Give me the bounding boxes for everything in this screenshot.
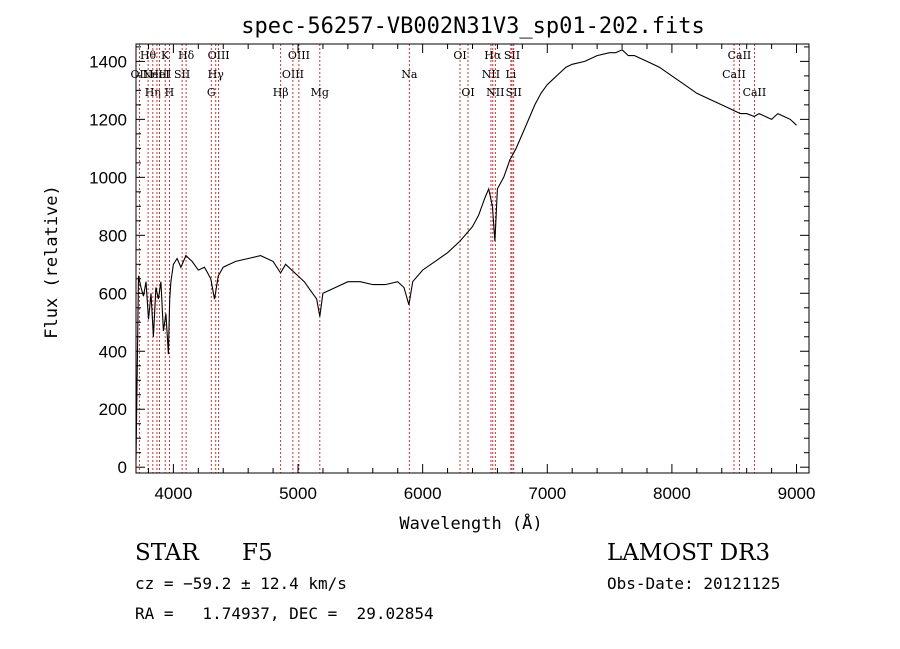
- spectral-line-label: SII: [504, 49, 520, 62]
- spectral-line-label: OIII: [282, 68, 304, 81]
- spectral-line-label: OI: [461, 86, 474, 99]
- survey-name: LAMOST DR3: [607, 540, 771, 566]
- x-tick-label: 5000: [279, 484, 317, 503]
- x-tick-label: 8000: [653, 484, 691, 503]
- plot-frame: [135, 43, 810, 474]
- spectral-line-label: SII: [174, 68, 190, 81]
- y-tick-label: 1400: [89, 52, 127, 71]
- spectral-line-label: OIII: [208, 49, 230, 62]
- spectral-line-label: CaII: [722, 68, 746, 81]
- spectral-line-label: K: [161, 49, 170, 62]
- spectral-line-label: Li: [505, 68, 516, 81]
- spectral-line-label: Hθ: [140, 49, 157, 62]
- redshift-velocity: cz = −59.2 ± 12.4 km/s: [135, 574, 347, 593]
- axes: 4000 5000 6000 7000 8000 9000 0 200 400 600 800 100…: [89, 44, 815, 503]
- spectral-line-label: NII: [482, 68, 500, 81]
- spectral-line-label: Hδ: [178, 49, 195, 62]
- chart-title: spec-56257-VB002N31V3_sp01-202.fits: [241, 14, 705, 39]
- spectral-line-label: H: [165, 86, 175, 99]
- spectral-line-label: HeI: [149, 68, 169, 81]
- spectral-line-label: Hγ: [208, 68, 225, 81]
- spectral-line-label: NII: [486, 86, 504, 99]
- spectral-line-label: OIII: [288, 49, 310, 62]
- object-subclass: F5: [242, 540, 273, 566]
- spectral-line-label: G: [207, 86, 216, 99]
- spectral-line-label: Hα: [484, 49, 502, 62]
- y-tick-label: 1000: [89, 168, 127, 187]
- spectral-line-label: Mg: [311, 86, 329, 99]
- spectral-line-label: Na: [401, 68, 418, 81]
- spectral-line-label: CaII: [728, 49, 752, 62]
- spectral-line-label: CaII: [743, 86, 767, 99]
- y-axis-label: Flux (relative): [42, 185, 62, 339]
- x-tick-label: 4000: [154, 484, 192, 503]
- object-class: STAR: [135, 540, 199, 566]
- coordinates: RA = 1.74937, DEC = 29.02854: [135, 604, 434, 623]
- y-tick-label: 400: [99, 342, 127, 361]
- x-axis-label: Wavelength (Å): [399, 512, 542, 534]
- y-tick-label: 200: [99, 400, 127, 419]
- spectral-line-label: Hβ: [273, 86, 289, 99]
- y-tick-label: 0: [118, 458, 127, 477]
- spectral-line-label: NeIII: [142, 68, 171, 81]
- y-tick-label: 800: [99, 226, 127, 245]
- y-tick-label: 1200: [89, 110, 127, 129]
- x-tick-label: 6000: [404, 484, 442, 503]
- x-tick-label: 7000: [528, 484, 566, 503]
- spectral-line-label: OI: [453, 49, 466, 62]
- y-tick-label: 600: [99, 284, 127, 303]
- observation-date: Obs-Date: 20121125: [607, 574, 781, 593]
- x-tick-label: 9000: [778, 484, 816, 503]
- spectral-line-label: Hη: [145, 86, 161, 99]
- flux-series-line: [135, 49, 797, 462]
- spectral-line-label: SII: [506, 86, 522, 99]
- spectral-line-label: OII: [131, 68, 149, 81]
